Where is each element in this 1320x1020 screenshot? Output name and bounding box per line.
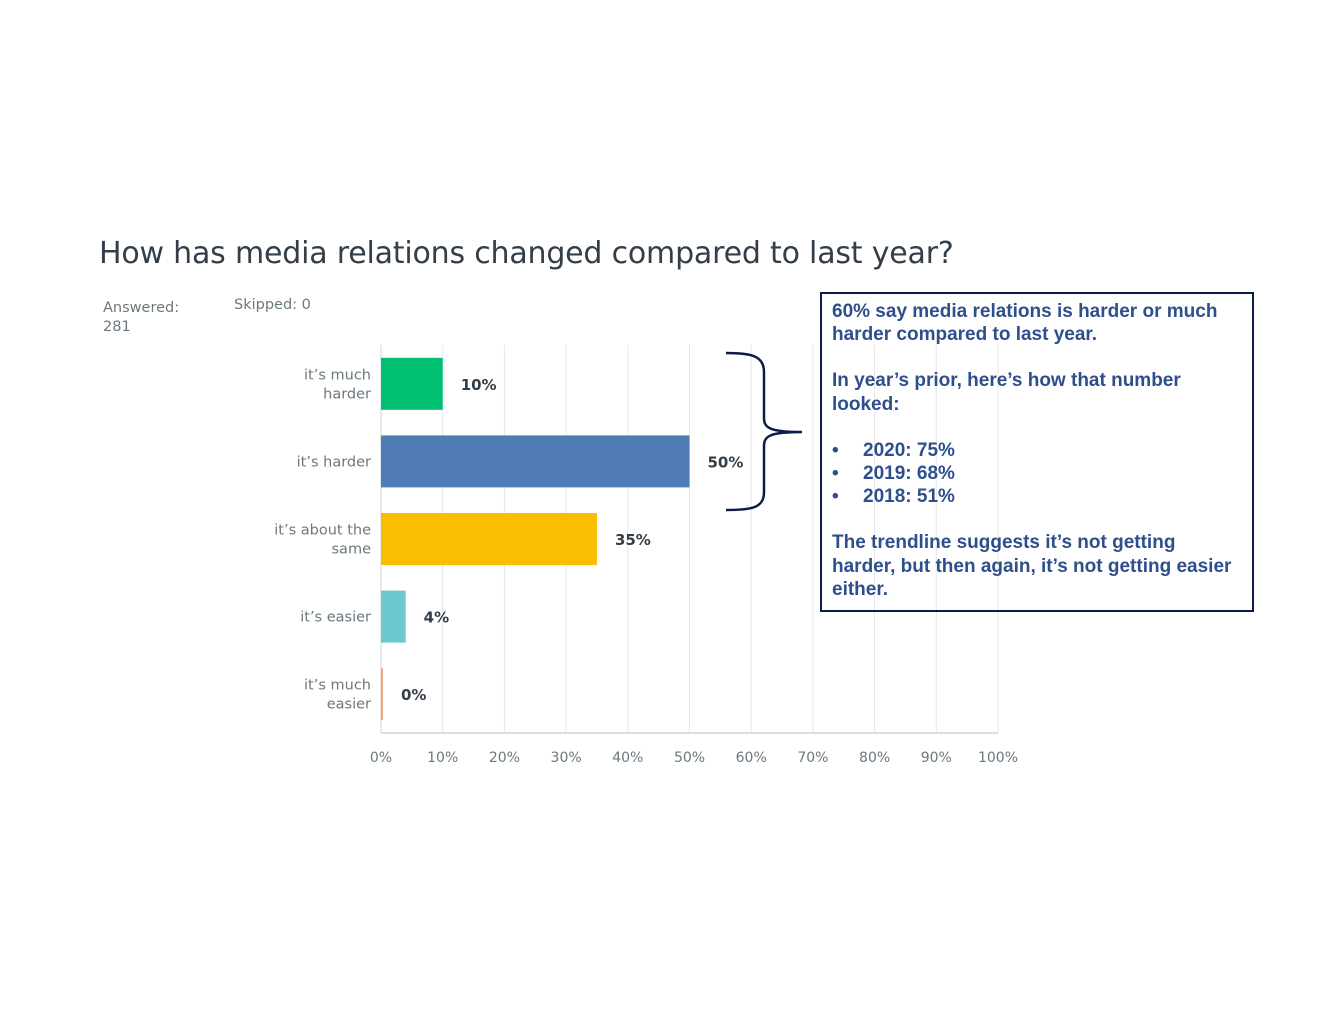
answered-value: 281 [103,319,131,335]
bar [381,590,406,643]
x-tick-label: 10% [427,750,458,766]
category-label: it’s much [304,678,371,694]
data-label: 50% [708,453,744,471]
bar [381,357,443,410]
data-label: 0% [401,686,426,704]
data-label: 10% [461,376,497,394]
bar [381,668,383,721]
x-tick-label: 40% [612,750,643,766]
x-tick-label: 20% [489,750,520,766]
answered-count: Answered: 281 [103,299,179,337]
data-label: 35% [615,531,651,549]
callout-intro: In year’s prior, here’s how that number … [832,370,1181,415]
callout-item-2020: 2020: 75% [832,439,1242,462]
x-tick-label: 60% [736,750,767,766]
category-label: it’s harder [297,454,371,470]
category-label: harder [323,386,371,402]
callout-conclusion: The trendline suggests it’s not getting … [832,532,1232,600]
skipped-count: Skipped: 0 [234,297,311,313]
x-axis-ticks: 0% 10% 20% 30% 40% 50% 60% 70% 80% 90% 100% [370,750,1018,766]
category-label: it’s much [304,367,371,383]
bar [381,435,690,488]
callout-box: 60% say media relations is harder or muc… [820,292,1254,612]
x-tick-label: 50% [674,750,705,766]
x-tick-label: 80% [859,750,890,766]
category-labels: it’s much harder it’s harder it’s about the… [274,367,371,712]
callout-headline: 60% say media relations is harder or muc… [832,301,1218,346]
x-tick-label: 30% [551,750,582,766]
bar [381,513,597,565]
category-label: same [332,542,372,558]
x-tick-label: 90% [921,750,952,766]
category-label: it’s about the [274,523,371,539]
callout-item-2018: 2018: 51% [832,485,1242,508]
x-tick-label: 0% [370,750,392,766]
grid-lines [380,345,999,734]
callout-item-2019: 2019: 68% [832,462,1242,485]
bars [381,357,690,721]
bracket-brace [725,351,803,512]
data-labels: 10% 50% 35% 4% 0% [401,376,743,704]
question-title: How has media relations changed compared… [99,236,954,271]
category-label: it’s easier [300,610,371,626]
data-label: 4% [424,609,449,627]
category-label: easier [327,697,371,713]
x-tick-label: 100% [978,750,1018,766]
x-tick-label: 70% [797,750,828,766]
callout-list: 2020: 75% 2019: 68% 2018: 51% [832,439,1242,509]
answered-label: Answered: [103,300,180,316]
